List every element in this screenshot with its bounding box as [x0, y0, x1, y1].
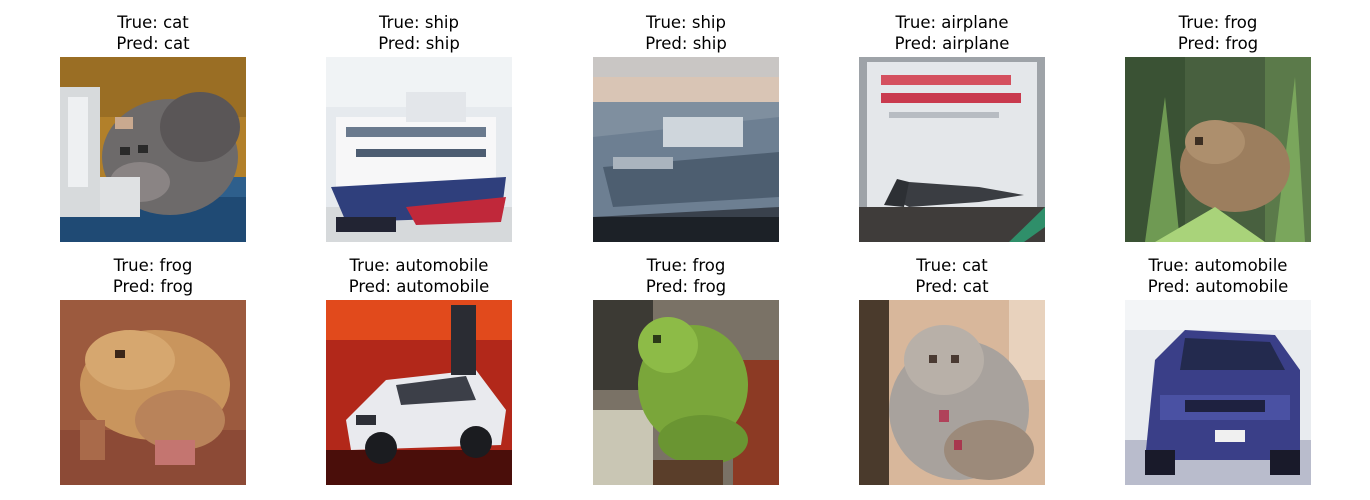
sample-image-ship	[593, 57, 779, 242]
true-label: True: airplane	[895, 13, 1009, 32]
pred-label: Pred: cat	[915, 277, 989, 296]
pred-label: Pred: airplane	[894, 34, 1010, 53]
pred-label: Pred: ship	[378, 34, 460, 53]
true-label: True: cat	[117, 13, 189, 32]
sample-image-ship	[326, 57, 512, 242]
sample-image-frog	[593, 300, 779, 485]
sample-title: True: ship Pred: ship	[266, 12, 572, 54]
sample-image-cat	[60, 57, 246, 242]
pred-label: Pred: frog	[1177, 34, 1259, 53]
sample-image-frog	[1125, 57, 1311, 242]
pred-label: Pred: cat	[116, 34, 190, 53]
sample-image-cat	[859, 300, 1045, 485]
pred-label: Pred: frog	[645, 277, 727, 296]
sample-image-automobile	[1125, 300, 1311, 485]
pred-label: Pred: automobile	[1147, 277, 1289, 296]
sample-title: True: frog Pred: frog	[0, 255, 306, 297]
sample-title: True: frog Pred: frog	[533, 255, 839, 297]
true-label: True: ship	[646, 13, 726, 32]
true-label: True: automobile	[1148, 256, 1288, 275]
sample-title: True: airplane Pred: airplane	[799, 12, 1105, 54]
sample-title: True: automobile Pred: automobile	[1065, 255, 1370, 297]
true-label: True: cat	[916, 256, 988, 275]
true-label: True: ship	[379, 13, 459, 32]
true-label: True: frog	[646, 256, 726, 275]
sample-title: True: automobile Pred: automobile	[266, 255, 572, 297]
true-label: True: automobile	[349, 256, 489, 275]
sample-title: True: frog Pred: frog	[1065, 12, 1370, 54]
sample-image-frog	[60, 300, 246, 485]
sample-image-airplane	[859, 57, 1045, 242]
true-label: True: frog	[1178, 13, 1258, 32]
sample-title: True: ship Pred: ship	[533, 12, 839, 54]
true-label: True: frog	[113, 256, 193, 275]
sample-title: True: cat Pred: cat	[799, 255, 1105, 297]
pred-label: Pred: frog	[112, 277, 194, 296]
pred-label: Pred: automobile	[348, 277, 490, 296]
pred-label: Pred: ship	[645, 34, 727, 53]
sample-title: True: cat Pred: cat	[0, 12, 306, 54]
sample-image-automobile	[326, 300, 512, 485]
